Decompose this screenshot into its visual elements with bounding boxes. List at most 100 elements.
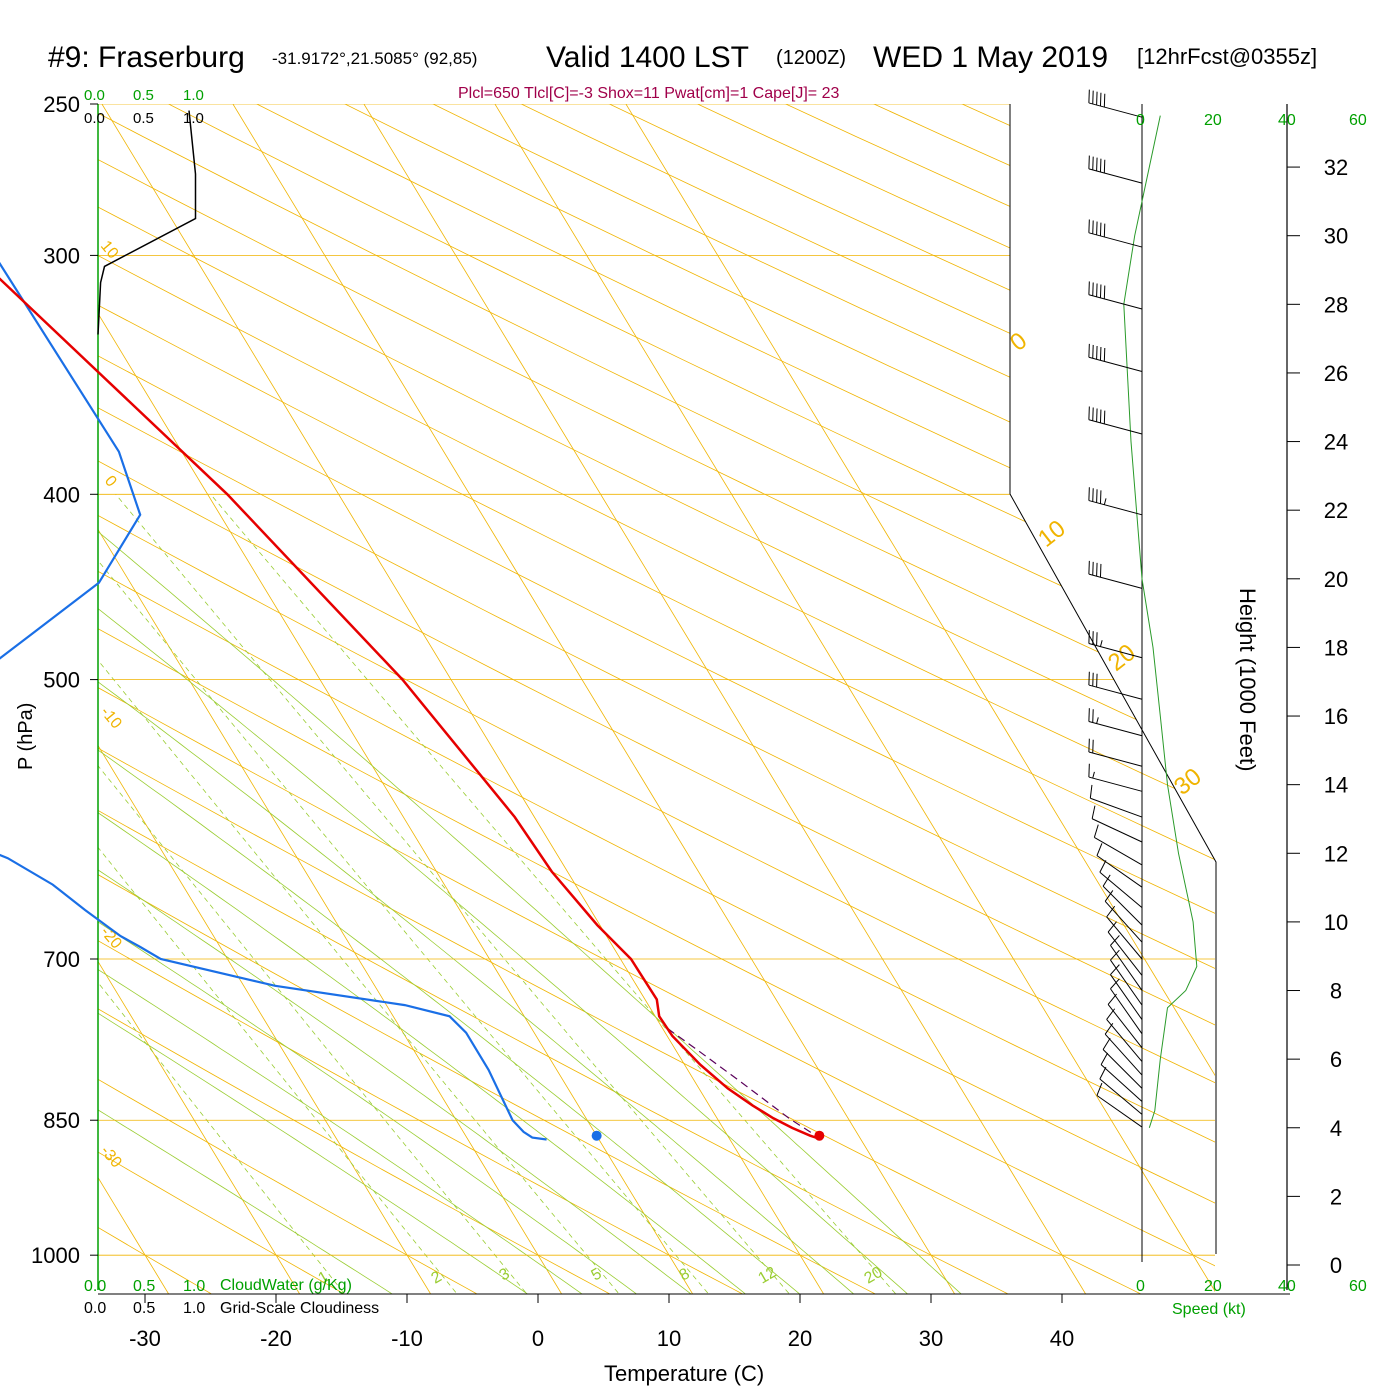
forecast-info: [12hrFcst@0355z] <box>1137 44 1317 69</box>
wind-barb-staff <box>1088 721 1143 737</box>
speed-tick-label: 20 <box>1204 1278 1222 1295</box>
wind-barb-staff <box>1088 102 1143 118</box>
height-tick-label: 24 <box>1324 430 1348 455</box>
speed-tick-label: 60 <box>1349 1278 1367 1295</box>
wind-barb-feather <box>1091 805 1096 819</box>
wind-barb-feather <box>1089 784 1093 799</box>
mixing-ratio-label: 5 <box>589 1265 605 1284</box>
moist-adiabat-line <box>98 1012 529 1294</box>
dry-adiabat-line <box>98 407 1215 969</box>
x-tick-label: -10 <box>391 1326 423 1351</box>
cloud-scale-bottom: 0.0 0.5 1.0 CloudWater (g/Kg) 0.0 0.5 1.… <box>84 1277 379 1317</box>
height-tick-label: 0 <box>1330 1253 1342 1278</box>
valid-date: WED 1 May 2019 <box>873 41 1108 74</box>
sounding-profiles <box>0 261 825 1141</box>
wind-barb-staff <box>1107 931 1143 976</box>
wind-barb-staff <box>1088 751 1143 767</box>
isotherm-labels: 10 0 -10 -20 -30 <box>97 238 125 1172</box>
plot-boundary-mask <box>1010 104 1400 1290</box>
mixing-ratio-line <box>210 494 897 1294</box>
height-tick-label: 6 <box>1330 1047 1342 1072</box>
isotherm-label: -30 <box>97 1143 125 1172</box>
dry-adiabat-line <box>98 1008 611 1294</box>
height-tick-label: 26 <box>1324 361 1348 386</box>
dry-adiabat-line <box>98 809 1009 1294</box>
speed-axis-label: Speed (kt) <box>1172 1301 1246 1318</box>
dry-adiabat-line <box>98 570 1215 1143</box>
wind-barb-feather <box>1093 824 1099 838</box>
wind-barb-half-feather <box>1096 717 1099 724</box>
cloud-scale-label: 0.0 <box>84 87 105 104</box>
height-tick-label: 20 <box>1324 567 1348 592</box>
dry-adiabat-line <box>98 628 1215 1204</box>
wind-barb-staff <box>1088 294 1143 310</box>
speed-tick-label: 0 <box>1136 112 1145 129</box>
wind-barb-feather <box>1104 1022 1114 1035</box>
moist-adiabat-line <box>98 921 638 1294</box>
x-tick-label: -20 <box>260 1326 292 1351</box>
moist-adiabat-line <box>98 969 583 1294</box>
speed-scale-bottom: 0 20 40 60 Speed (kt) <box>1136 1278 1367 1318</box>
wind-barb-staff <box>1096 855 1143 888</box>
dry-adiabat-line <box>98 1078 478 1294</box>
moist-adiabat-line <box>98 869 692 1294</box>
mixing-ratio-label: 3 <box>497 1265 513 1284</box>
pressure-tick-label: 250 <box>43 92 80 117</box>
height-tick-label: 12 <box>1324 841 1348 866</box>
wind-barb-staff <box>1088 356 1143 372</box>
moist-adiabat-line <box>98 608 909 1294</box>
wind-barb-staff <box>1104 1033 1143 1076</box>
isotherm-line <box>98 312 694 1294</box>
mixing-ratio-line <box>98 659 620 1294</box>
mixing-ratio-label: 2 <box>429 1268 445 1287</box>
cloud-scale-label: 1.0 <box>183 1300 205 1317</box>
parcel-params: Plcl=650 Tlcl[C]=-3 Shox=11 Pwat[cm]=1 C… <box>458 85 839 102</box>
height-tick-label: 10 <box>1324 910 1348 935</box>
y-axis-title: P (hPa) <box>15 703 37 770</box>
pressure-tick-label: 850 <box>43 1108 80 1133</box>
speed-tick-label: 20 <box>1204 112 1222 129</box>
wind-barb-staff <box>1096 1095 1143 1128</box>
dry-adiabat-line <box>98 159 1215 707</box>
isotherm-line <box>625 104 1215 1077</box>
plot-boundary <box>1009 104 1217 1254</box>
isotherm-line <box>363 104 1087 1294</box>
wind-barb-feather <box>1110 978 1120 990</box>
mixing-ratio-line <box>115 494 790 1294</box>
wind-barb-staff <box>1088 232 1143 248</box>
wind-barb-staff <box>1102 885 1143 926</box>
dry-adiabat-line <box>98 206 1215 757</box>
wind-barb-feather <box>1096 843 1103 856</box>
temperature-line <box>0 277 823 1141</box>
wind-barb-feather <box>1099 1066 1107 1080</box>
height-tick-label: 30 <box>1324 224 1348 249</box>
dry-adiabat-line <box>98 687 1215 1267</box>
wind-barb-staff <box>1102 1049 1143 1089</box>
cloud-scale-label: 0.5 <box>133 87 154 104</box>
wind-barb-staff <box>1088 573 1143 589</box>
wind-barb-half-feather <box>1103 498 1107 505</box>
pressure-tick-label: 300 <box>43 243 80 268</box>
cloud-scale-label: 0.0 <box>84 110 105 127</box>
x-tick-label: 0 <box>532 1326 544 1351</box>
isotherm-line <box>494 104 1215 1293</box>
wind-barb-feather <box>1107 921 1117 933</box>
wind-speed-profile <box>1123 115 1198 1128</box>
dry-adiabat-line <box>0 70 12 1334</box>
wind-barb-staff <box>1099 871 1143 908</box>
speed-tick-label: 0 <box>1136 1278 1145 1295</box>
wind-barb-staff <box>1099 1078 1143 1115</box>
station-title: #9: Fraserburg <box>48 41 245 74</box>
mixing-ratio-line <box>98 765 528 1294</box>
x-tick-label: 40 <box>1050 1326 1074 1351</box>
dry-adiabat-line <box>98 255 1215 808</box>
speed-scale-top: 0 20 40 60 <box>1136 112 1367 129</box>
pressure-tick-label: 700 <box>43 947 80 972</box>
wind-barb-feather <box>1110 964 1120 975</box>
height-tick-label: 8 <box>1330 979 1342 1004</box>
moist-adiabat-line <box>98 1109 393 1294</box>
dry-adiabat-line <box>98 304 1215 861</box>
surface-dewpoint-dot <box>591 1130 602 1141</box>
dry-adiabat-line <box>98 460 1215 1026</box>
pressure-tick-label: 1000 <box>31 1243 80 1268</box>
